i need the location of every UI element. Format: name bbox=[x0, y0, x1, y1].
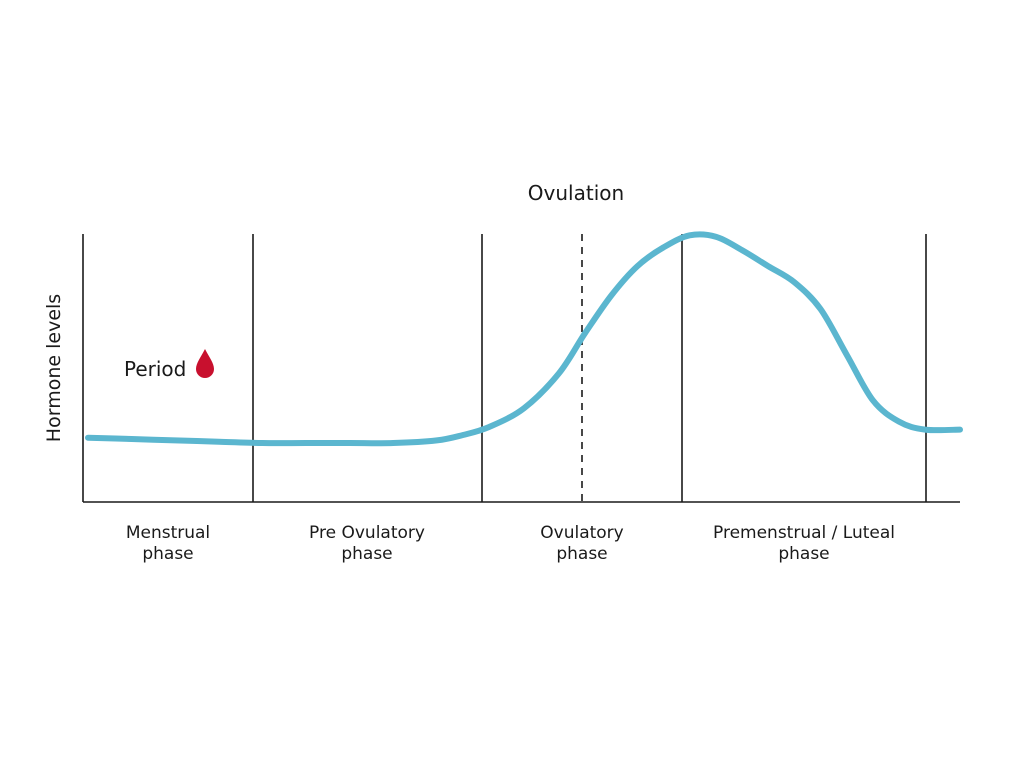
ovulation-label: Ovulation bbox=[528, 181, 624, 205]
hormone-curve-line bbox=[85, 231, 963, 447]
phase-label-line2: phase bbox=[341, 544, 392, 564]
phase-label-pre-ovulatory: Pre Ovulatory phase bbox=[309, 523, 425, 564]
phase-label-line2: phase bbox=[556, 544, 607, 564]
phase-label-line1: Premenstrual / Luteal bbox=[713, 523, 895, 543]
phase-label-line1: Pre Ovulatory bbox=[309, 523, 425, 543]
phase-label-menstrual: Menstrual phase bbox=[126, 523, 210, 564]
period-label: Period bbox=[124, 357, 186, 381]
blood-drop-icon bbox=[196, 349, 214, 378]
phase-label-luteal: Premenstrual / Luteal phase bbox=[713, 523, 895, 564]
phase-label-line2: phase bbox=[778, 544, 829, 564]
phase-label-ovulatory: Ovulatory phase bbox=[540, 523, 623, 564]
phase-label-line1: Menstrual bbox=[126, 523, 210, 543]
y-axis-label: Hormone levels bbox=[43, 294, 65, 442]
phase-label-line2: phase bbox=[142, 544, 193, 564]
phase-label-line1: Ovulatory bbox=[540, 523, 623, 543]
